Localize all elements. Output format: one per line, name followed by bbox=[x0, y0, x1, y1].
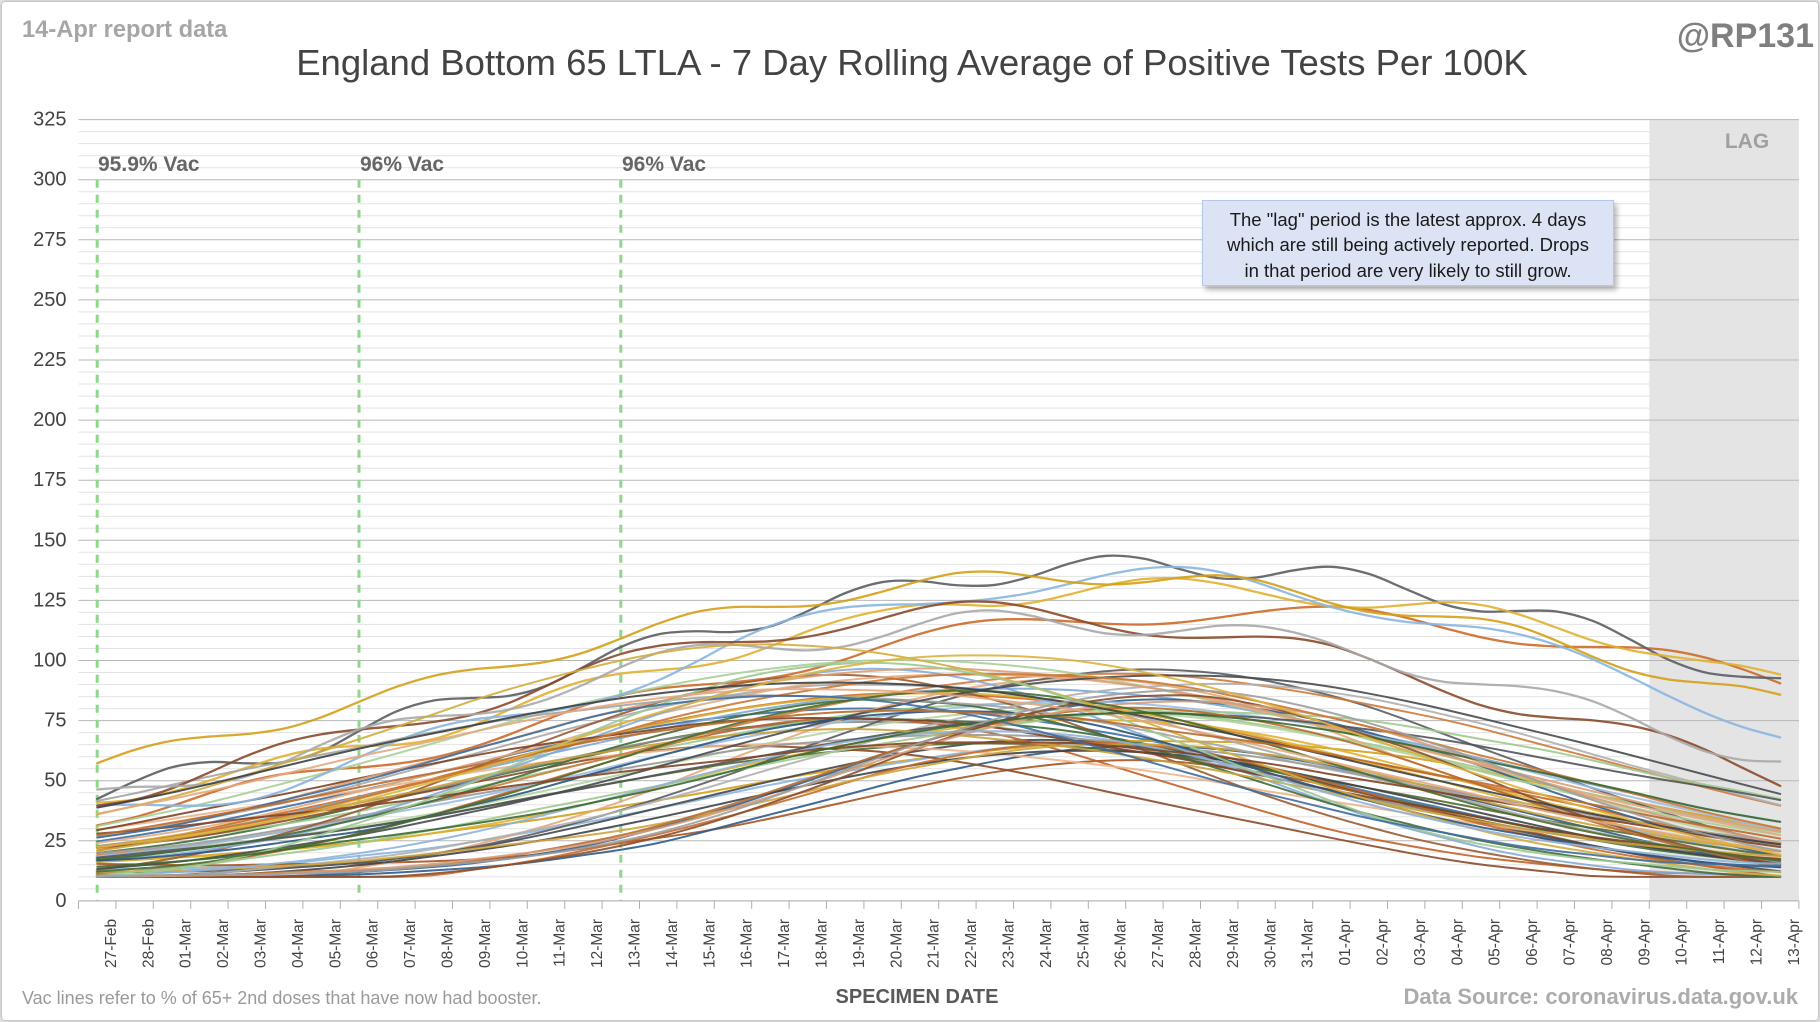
svg-text:12-Apr: 12-Apr bbox=[1749, 919, 1766, 966]
svg-text:27-Mar: 27-Mar bbox=[1150, 919, 1167, 968]
svg-text:150: 150 bbox=[33, 529, 66, 551]
svg-text:96% Vac: 96% Vac bbox=[622, 153, 706, 176]
svg-text:11-Mar: 11-Mar bbox=[552, 919, 569, 967]
svg-text:25: 25 bbox=[44, 830, 66, 852]
svg-text:21-Mar: 21-Mar bbox=[926, 919, 943, 968]
svg-text:04-Mar: 04-Mar bbox=[290, 919, 307, 968]
svg-text:28-Mar: 28-Mar bbox=[1188, 919, 1205, 968]
svg-text:06-Apr: 06-Apr bbox=[1524, 919, 1541, 966]
svg-text:15-Mar: 15-Mar bbox=[701, 919, 718, 968]
svg-text:23-Mar: 23-Mar bbox=[1001, 919, 1018, 968]
svg-text:01-Apr: 01-Apr bbox=[1337, 919, 1354, 966]
svg-text:95.9% Vac: 95.9% Vac bbox=[98, 153, 200, 176]
svg-text:02-Mar: 02-Mar bbox=[215, 919, 232, 968]
svg-text:04-Apr: 04-Apr bbox=[1449, 919, 1466, 966]
svg-text:325: 325 bbox=[33, 109, 66, 131]
svg-text:96% Vac: 96% Vac bbox=[360, 153, 444, 176]
svg-text:05-Mar: 05-Mar bbox=[327, 919, 344, 968]
svg-text:275: 275 bbox=[33, 229, 66, 251]
svg-text:31-Mar: 31-Mar bbox=[1300, 919, 1317, 968]
svg-text:27-Feb: 27-Feb bbox=[103, 919, 120, 968]
svg-text:19-Mar: 19-Mar bbox=[851, 919, 868, 968]
svg-text:14-Mar: 14-Mar bbox=[664, 919, 681, 968]
svg-text:50: 50 bbox=[44, 770, 66, 792]
svg-text:22-Mar: 22-Mar bbox=[963, 919, 980, 968]
svg-text:18-Mar: 18-Mar bbox=[814, 919, 831, 968]
svg-text:13-Apr: 13-Apr bbox=[1786, 919, 1803, 966]
svg-text:28-Feb: 28-Feb bbox=[140, 919, 157, 968]
svg-text:07-Mar: 07-Mar bbox=[402, 919, 419, 968]
svg-text:17-Mar: 17-Mar bbox=[776, 919, 793, 968]
svg-text:08-Mar: 08-Mar bbox=[440, 919, 457, 968]
svg-text:125: 125 bbox=[33, 589, 66, 611]
svg-text:08-Apr: 08-Apr bbox=[1599, 919, 1616, 966]
svg-text:12-Mar: 12-Mar bbox=[589, 919, 606, 968]
svg-text:175: 175 bbox=[33, 469, 66, 491]
svg-text:200: 200 bbox=[33, 409, 66, 431]
svg-text:06-Mar: 06-Mar bbox=[365, 919, 382, 968]
svg-text:03-Apr: 03-Apr bbox=[1412, 919, 1429, 966]
svg-text:26-Mar: 26-Mar bbox=[1113, 919, 1130, 968]
svg-text:100: 100 bbox=[33, 650, 66, 672]
svg-text:30-Mar: 30-Mar bbox=[1262, 919, 1279, 968]
svg-text:07-Apr: 07-Apr bbox=[1562, 919, 1579, 966]
svg-text:05-Apr: 05-Apr bbox=[1487, 919, 1504, 966]
svg-text:09-Apr: 09-Apr bbox=[1636, 919, 1653, 966]
svg-text:225: 225 bbox=[33, 349, 66, 371]
svg-text:11-Apr: 11-Apr bbox=[1711, 919, 1728, 964]
svg-text:75: 75 bbox=[44, 710, 66, 732]
svg-text:01-Mar: 01-Mar bbox=[178, 919, 195, 968]
svg-text:20-Mar: 20-Mar bbox=[888, 919, 905, 968]
svg-text:09-Mar: 09-Mar bbox=[477, 919, 494, 968]
svg-text:24-Mar: 24-Mar bbox=[1038, 919, 1055, 968]
svg-text:02-Apr: 02-Apr bbox=[1375, 919, 1392, 966]
svg-text:LAG: LAG bbox=[1725, 130, 1769, 153]
svg-text:250: 250 bbox=[33, 289, 66, 311]
svg-text:0: 0 bbox=[55, 890, 66, 912]
svg-text:03-Mar: 03-Mar bbox=[253, 919, 270, 968]
svg-text:10-Mar: 10-Mar bbox=[514, 919, 531, 968]
svg-text:29-Mar: 29-Mar bbox=[1225, 919, 1242, 968]
svg-text:25-Mar: 25-Mar bbox=[1075, 919, 1092, 968]
svg-text:16-Mar: 16-Mar bbox=[739, 919, 756, 968]
svg-text:300: 300 bbox=[33, 169, 66, 191]
svg-text:10-Apr: 10-Apr bbox=[1674, 919, 1691, 966]
svg-text:13-Mar: 13-Mar bbox=[627, 919, 644, 968]
